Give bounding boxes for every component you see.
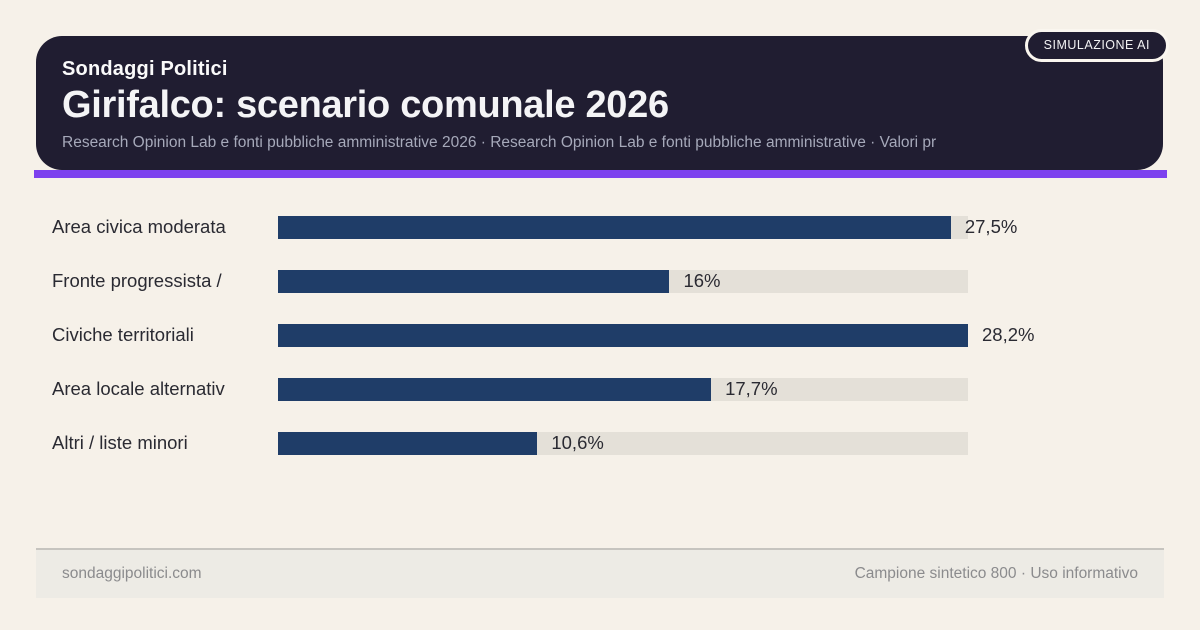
bar <box>278 323 968 347</box>
bar-row: Fronte progressista / 16% <box>52 254 1152 308</box>
footer: sondaggipolitici.com Campione sintetico … <box>36 548 1164 598</box>
category-label: Civiche territoriali <box>52 324 194 345</box>
value-label: 10,6% <box>551 432 604 453</box>
footer-note: Campione sintetico 800 · Uso informativo <box>854 565 1138 582</box>
bar-track: 16% <box>278 269 968 293</box>
bar <box>278 215 951 239</box>
bar <box>278 431 538 455</box>
accent-bar <box>34 170 1167 178</box>
value-label: 28,2% <box>982 324 1035 345</box>
bar-row: Civiche territoriali 28,2% <box>52 308 1152 362</box>
bar-row: Area civica moderata 27,5% <box>52 200 1152 254</box>
horizontal-bar-chart: Area civica moderata 27,5% Fronte progre… <box>52 200 1152 470</box>
value-label: 27,5% <box>964 216 1018 237</box>
category-label: Fronte progressista / <box>52 270 222 291</box>
simulation-badge: SIMULAZIONE AI <box>1024 29 1169 62</box>
value-label: 16% <box>683 270 721 291</box>
category-label: Area locale alternativ <box>52 378 225 399</box>
category-label: Altri / liste minori <box>52 432 188 453</box>
bar-track: 10,6% <box>278 431 968 455</box>
page-title: Girifalco: scenario comunale 2026 <box>62 84 669 126</box>
footer-site: sondaggipolitici.com <box>62 565 202 582</box>
value-label: 17,7% <box>725 378 778 399</box>
bar-track: 28,2% <box>278 323 1034 347</box>
brand-kicker: Sondaggi Politici <box>62 58 228 80</box>
header-subtitle: Research Opinion Lab e fonti pubbliche a… <box>62 134 937 151</box>
header-card: SIMULAZIONE AI Sondaggi Politici Girifal… <box>36 29 1169 170</box>
bar-row: Area locale alternativ 17,7% <box>52 362 1152 416</box>
bar-row: Altri / liste minori 10,6% <box>52 416 1152 470</box>
bar-track: 27,5% <box>278 215 1017 239</box>
bar <box>278 377 712 401</box>
bar <box>278 269 670 293</box>
category-label: Area civica moderata <box>52 216 226 237</box>
bar-track: 17,7% <box>278 377 968 401</box>
